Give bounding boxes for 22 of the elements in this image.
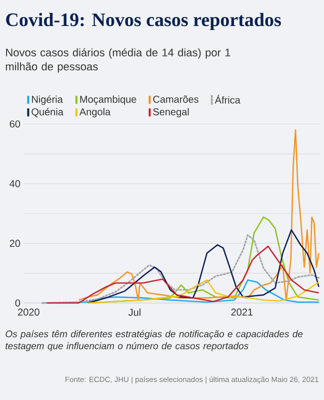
line-series: [78, 129, 320, 301]
y-tick-label: 0: [15, 299, 20, 307]
x-tick-label: Jul: [128, 308, 140, 316]
legend-label: África: [214, 94, 240, 104]
legend-label: Moçambique: [80, 95, 136, 105]
line-series: [46, 246, 320, 304]
line-series: [41, 279, 320, 304]
legend-label: Camarões: [153, 96, 198, 103]
y-tick-label: 60: [10, 120, 20, 128]
y-tick-label: 40: [10, 180, 20, 188]
chart-title: Covid-19: Novos casos reportados: [6, 12, 281, 30]
line-series: [41, 234, 320, 304]
y-tick-label: 20: [10, 240, 20, 247]
legend-label: Angola: [79, 108, 111, 118]
legend-label: Nigéria: [32, 95, 63, 105]
text: Os países têm diferentes estratégias de notificação e capacidades de testagem que influenciam o número de casos reportados: [6, 330, 303, 352]
chart-subtitle: Novos casos diários (média de 14 dias) por 1 milhão de pessoas: [6, 48, 230, 73]
x-tick-label: 2020: [18, 308, 40, 316]
legend-label: Quénia: [32, 108, 64, 118]
x-tick-label: 2021: [231, 308, 253, 316]
line-series: [87, 279, 320, 304]
legend-label: Senegal: [153, 108, 189, 118]
